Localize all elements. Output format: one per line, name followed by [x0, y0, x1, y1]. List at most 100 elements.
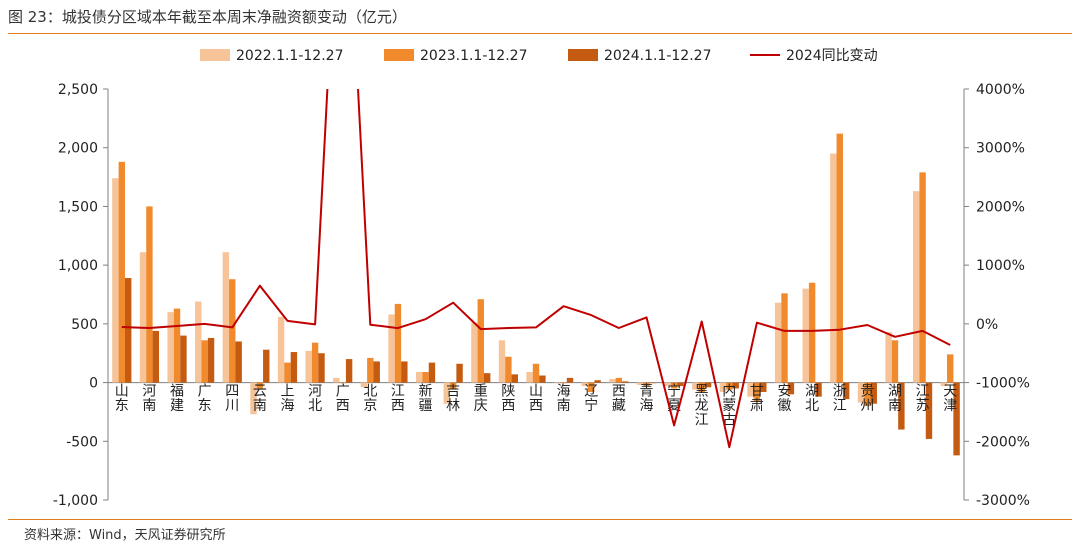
right-tick-label: -3000% [976, 493, 1030, 509]
category-labels: 山东河南福建广东四川云南上海河北广西北京江西新疆吉林重庆陕西山西海南辽宁西藏青海… [115, 382, 957, 428]
title-rule [8, 33, 1072, 34]
legend-label-3: 2024同比变动 [786, 48, 878, 64]
bar-0-甘肃 [747, 382, 754, 397]
bar-2-宁夏 [677, 382, 684, 387]
right-tick-label: -1000% [976, 376, 1030, 392]
category-label-char: 浙 [833, 383, 847, 399]
bar-0-河南 [139, 252, 147, 383]
category-label: 西藏 [612, 383, 626, 414]
category-label-char: 藏 [612, 398, 626, 414]
chart-title: 图 23：城投债分区域本年截至本周末净融资额变动（亿元） [8, 8, 407, 26]
category-label: 黑龙江 [695, 383, 709, 428]
bar-2-江西 [401, 361, 408, 383]
category-label-char: 云 [253, 383, 267, 399]
bar-0-陕西 [498, 340, 506, 383]
category-label-char: 重 [474, 383, 488, 399]
category-label-char: 宁 [584, 397, 598, 414]
category-label-char: 疆 [419, 398, 433, 414]
bar-1-辽宁 [588, 382, 595, 392]
bar-1-江苏 [919, 172, 926, 383]
left-tick-label: -1,000 [53, 493, 98, 509]
left-tick-label: 1,500 [58, 199, 98, 215]
legend-label-2: 2024.1.1-12.27 [604, 48, 711, 64]
bar-1-河北 [311, 342, 319, 383]
bar-1-北京 [367, 357, 374, 383]
category-label-char: 山 [529, 383, 543, 399]
category-label-char: 湖 [805, 383, 819, 399]
left-tick-label: 500 [71, 317, 98, 333]
bar-2-安徽 [787, 382, 795, 395]
category-label-char: 江 [695, 413, 709, 429]
category-label-char: 南 [253, 398, 267, 414]
category-label-char: 州 [860, 398, 874, 414]
category-label: 山西 [529, 383, 543, 414]
bar-0-内蒙古 [719, 382, 727, 392]
bar-2-河北 [318, 353, 325, 383]
bar-2-山西 [539, 375, 546, 383]
bar-0-湖北 [802, 288, 809, 383]
bar-2-贵州 [870, 382, 877, 404]
category-label: 江苏 [916, 383, 930, 414]
category-label: 河北 [308, 383, 322, 414]
right-tick-label: 4000% [976, 82, 1025, 98]
left-tick-label: 0 [89, 376, 98, 392]
chart-svg: 2022.1.1-12.27 2023.1.1-12.27 2024.1.1-12.… [53, 48, 1030, 509]
bar-1-西藏 [615, 377, 623, 383]
category-label: 陕西 [501, 383, 515, 414]
category-label-char: 贵 [860, 383, 874, 399]
category-label-char: 北 [805, 398, 819, 414]
axes: -1,000 -500 0 500 1,000 1,500 2,000 2,500 -3000%… [53, 82, 1030, 509]
category-label-char: 古 [722, 413, 736, 429]
legend-swatch-2 [568, 49, 598, 61]
bar-0-北京 [360, 382, 368, 388]
bar-0-宁夏 [664, 382, 671, 387]
bar-0-江西 [388, 314, 395, 383]
category-label: 福建 [170, 383, 184, 414]
bar-0-贵州 [857, 382, 865, 403]
bar-1-江西 [394, 303, 402, 383]
bar-1-海南 [560, 382, 567, 384]
category-label-char: 肃 [750, 398, 764, 414]
bar-0-上海 [277, 316, 285, 383]
category-label: 云南 [253, 383, 267, 414]
bar-1-山西 [532, 363, 540, 383]
bar-2-新疆 [428, 362, 436, 383]
category-label-char: 陕 [501, 383, 515, 399]
bar-2-海南 [566, 377, 574, 383]
category-label-char: 东 [115, 398, 129, 414]
bar-1-内蒙古 [726, 382, 733, 390]
bar-1-重庆 [477, 299, 484, 383]
category-label-char: 苏 [916, 398, 930, 414]
category-label: 四川 [225, 383, 239, 414]
category-label: 重庆 [474, 383, 488, 414]
bar-2-浙江 [842, 382, 850, 400]
legend-swatch-1 [384, 49, 414, 61]
category-label: 广西 [336, 383, 350, 414]
category-label-char: 龙 [695, 398, 709, 414]
bar-0-青海 [636, 382, 644, 385]
bar-2-湖南 [898, 382, 905, 430]
bar-1-甘肃 [753, 382, 761, 402]
bar-0-福建 [167, 312, 174, 383]
category-label-char: 庆 [474, 398, 488, 414]
category-label: 辽宁 [584, 383, 598, 414]
right-tick-label: -2000% [976, 434, 1030, 450]
category-label: 吉林 [446, 383, 460, 414]
category-label-char: 海 [639, 398, 653, 414]
bar-1-广西 [339, 382, 346, 384]
category-label-char: 福 [170, 383, 184, 399]
bar-1-黑龙江 [698, 382, 705, 392]
bar-1-陕西 [505, 356, 512, 383]
category-label: 青海 [639, 383, 653, 414]
bar-2-内蒙古 [732, 382, 739, 389]
left-tick-label: 1,000 [58, 258, 98, 274]
legend: 2022.1.1-12.27 2023.1.1-12.27 2024.1.1-12.… [200, 48, 878, 64]
bar-2-上海 [290, 352, 298, 383]
category-label-char: 南 [888, 398, 902, 414]
category-label-char: 南 [557, 398, 571, 414]
bar-2-吉林 [456, 363, 463, 383]
category-label: 湖南 [888, 383, 902, 414]
bar-2-河南 [152, 330, 160, 383]
bar-0-江苏 [912, 191, 920, 383]
category-label: 天津 [943, 383, 957, 414]
